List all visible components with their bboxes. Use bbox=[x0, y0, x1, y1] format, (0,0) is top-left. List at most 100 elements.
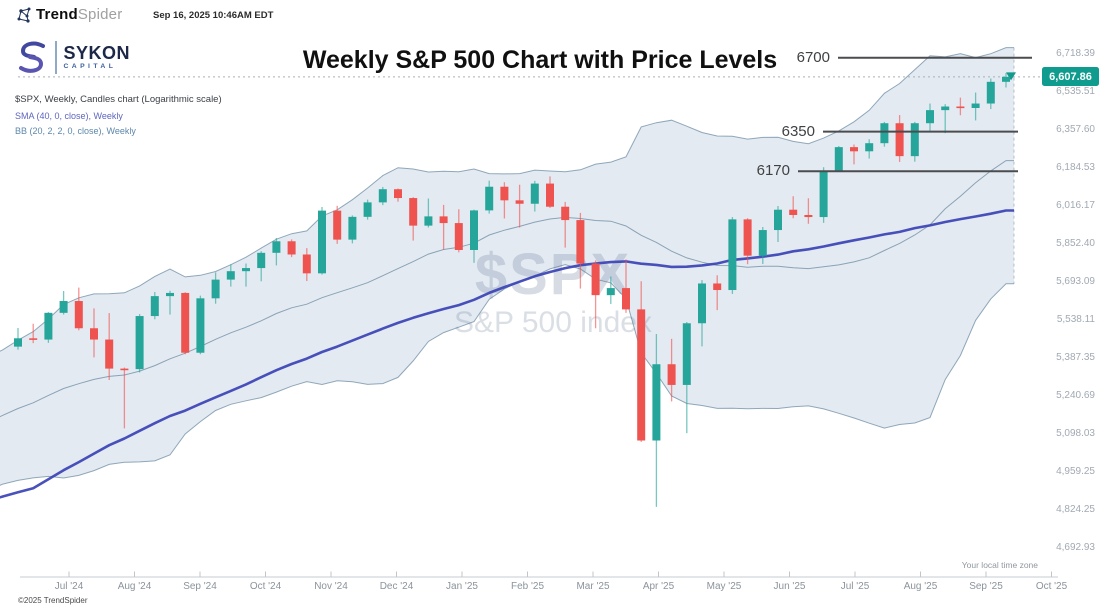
candle-body bbox=[181, 292, 190, 353]
candle-body bbox=[530, 183, 539, 204]
candle-body bbox=[74, 301, 83, 329]
time-axis-label: Aug '24 bbox=[117, 581, 152, 592]
legend-bb-line[interactable]: BB (20, 2, 2, 0, close), Weekly bbox=[15, 126, 136, 136]
bollinger-band-fill bbox=[0, 47, 1014, 486]
candle-body bbox=[363, 202, 372, 217]
watermark-name: S&P 500 index bbox=[454, 306, 652, 339]
sykon-s-icon bbox=[19, 41, 45, 73]
sma40-line bbox=[0, 209, 1014, 499]
candle-body bbox=[378, 189, 387, 203]
candle-body bbox=[485, 186, 494, 211]
trendspider-wordmark: TrendSpider bbox=[36, 6, 122, 23]
time-axis-label: Sep '24 bbox=[183, 581, 217, 592]
candle-body bbox=[910, 123, 919, 157]
price-axis-label: 6,016.17 bbox=[1056, 200, 1095, 211]
candle-body bbox=[728, 219, 737, 291]
candle-body bbox=[834, 147, 843, 171]
price-level-label: 6700 bbox=[796, 48, 830, 66]
candle-body bbox=[394, 189, 402, 199]
trendspider-wordmark-light: Spider bbox=[77, 6, 123, 23]
sykon-subtitle: CAPITAL bbox=[63, 63, 117, 70]
time-axis-label: May '25 bbox=[706, 581, 742, 592]
candle-body bbox=[546, 183, 554, 207]
candle-body bbox=[1002, 76, 1010, 82]
candle-body bbox=[470, 210, 478, 250]
legend-symbol-line[interactable]: $SPX, Weekly, Candles chart (Logarithmic… bbox=[15, 94, 222, 105]
candle-body bbox=[804, 214, 813, 218]
price-axis-label: 6,357.60 bbox=[1056, 123, 1095, 135]
price-axis-label: 4,824.25 bbox=[1056, 504, 1095, 515]
candle-body bbox=[105, 339, 114, 369]
time-axis-label: Aug '25 bbox=[903, 581, 938, 592]
candle-body bbox=[439, 216, 448, 224]
candle-body bbox=[29, 338, 38, 340]
trendspider-wordmark-bold: Trend bbox=[36, 6, 78, 23]
candle-body bbox=[318, 210, 326, 274]
candle-body bbox=[424, 216, 433, 226]
candle-body bbox=[150, 296, 159, 317]
candle-body bbox=[196, 298, 205, 353]
sykon-logo: SYKON CAPITAL bbox=[16, 39, 130, 75]
candle-body bbox=[515, 200, 524, 204]
candle-body bbox=[287, 241, 296, 255]
copyright: ©2025 TrendSpider bbox=[18, 596, 88, 605]
price-axis-label: 4,959.25 bbox=[1056, 466, 1095, 477]
bollinger-upper-line bbox=[0, 47, 1014, 352]
candle-body bbox=[302, 254, 311, 274]
candle-body bbox=[59, 301, 68, 313]
price-axis-label: 4,692.93 bbox=[1056, 542, 1095, 553]
timezone-note[interactable]: Your local time zone bbox=[961, 560, 1038, 570]
candle-body bbox=[971, 103, 980, 108]
candle-body bbox=[257, 252, 266, 269]
price-axis-label: 5,240.69 bbox=[1056, 390, 1095, 401]
time-axis-label: Oct '25 bbox=[1035, 581, 1068, 592]
candle-body bbox=[333, 210, 342, 240]
price-level-label: 6350 bbox=[781, 122, 815, 140]
candle-body bbox=[409, 198, 418, 226]
candle-body bbox=[743, 219, 752, 256]
candle-body bbox=[986, 81, 995, 104]
price-axis-label: 6,184.53 bbox=[1056, 161, 1095, 173]
time-axis-label: Jul '25 bbox=[840, 581, 870, 592]
candle-body bbox=[226, 271, 235, 280]
candle-body bbox=[576, 220, 585, 264]
price-axis-label: 6,718.39 bbox=[1056, 48, 1095, 59]
bollinger-mid-line bbox=[0, 160, 1014, 418]
price-axis-label: 5,852.40 bbox=[1056, 238, 1095, 249]
price-axis-label: 5,693.09 bbox=[1056, 275, 1095, 287]
price-axis-label: 5,098.03 bbox=[1056, 428, 1095, 439]
page-title: Weekly S&P 500 Chart with Price Levels bbox=[302, 46, 778, 74]
candle-body bbox=[895, 123, 904, 157]
time-axis-label: Jun '25 bbox=[773, 581, 806, 592]
time-axis-label: Feb '25 bbox=[510, 581, 545, 592]
time-axis-label: Apr '25 bbox=[642, 581, 675, 592]
candle-body bbox=[880, 123, 889, 144]
time-axis-label: Nov '24 bbox=[314, 581, 348, 592]
candle-body bbox=[698, 283, 706, 324]
bollinger-lower-line bbox=[0, 264, 1014, 486]
candle-body bbox=[819, 170, 828, 218]
trendspider-logo-icon bbox=[17, 7, 31, 23]
candle-body bbox=[789, 209, 798, 215]
candle-body bbox=[774, 209, 782, 231]
sykon-name: SYKON bbox=[63, 43, 131, 63]
candle-body bbox=[758, 230, 767, 256]
candle-body bbox=[211, 279, 220, 299]
price-axis-label: 5,387.35 bbox=[1056, 352, 1095, 363]
candle-body bbox=[454, 223, 463, 250]
last-price-badge: 6,607.86 bbox=[1042, 67, 1099, 87]
candle-body bbox=[682, 323, 691, 385]
candle-body bbox=[166, 292, 174, 297]
candle-body bbox=[956, 106, 965, 109]
candle-body bbox=[14, 338, 22, 347]
candle-body bbox=[272, 241, 281, 253]
candle-body bbox=[591, 263, 600, 296]
legend-sma-line[interactable]: SMA (40, 0, close), Weekly bbox=[15, 111, 123, 121]
time-axis-label: Jul '24 bbox=[54, 581, 84, 592]
candle-body bbox=[941, 106, 950, 111]
candle-body bbox=[90, 328, 98, 340]
candle-body bbox=[120, 368, 129, 371]
chart-timestamp: Sep 16, 2025 10:46AM EDT bbox=[153, 10, 274, 21]
